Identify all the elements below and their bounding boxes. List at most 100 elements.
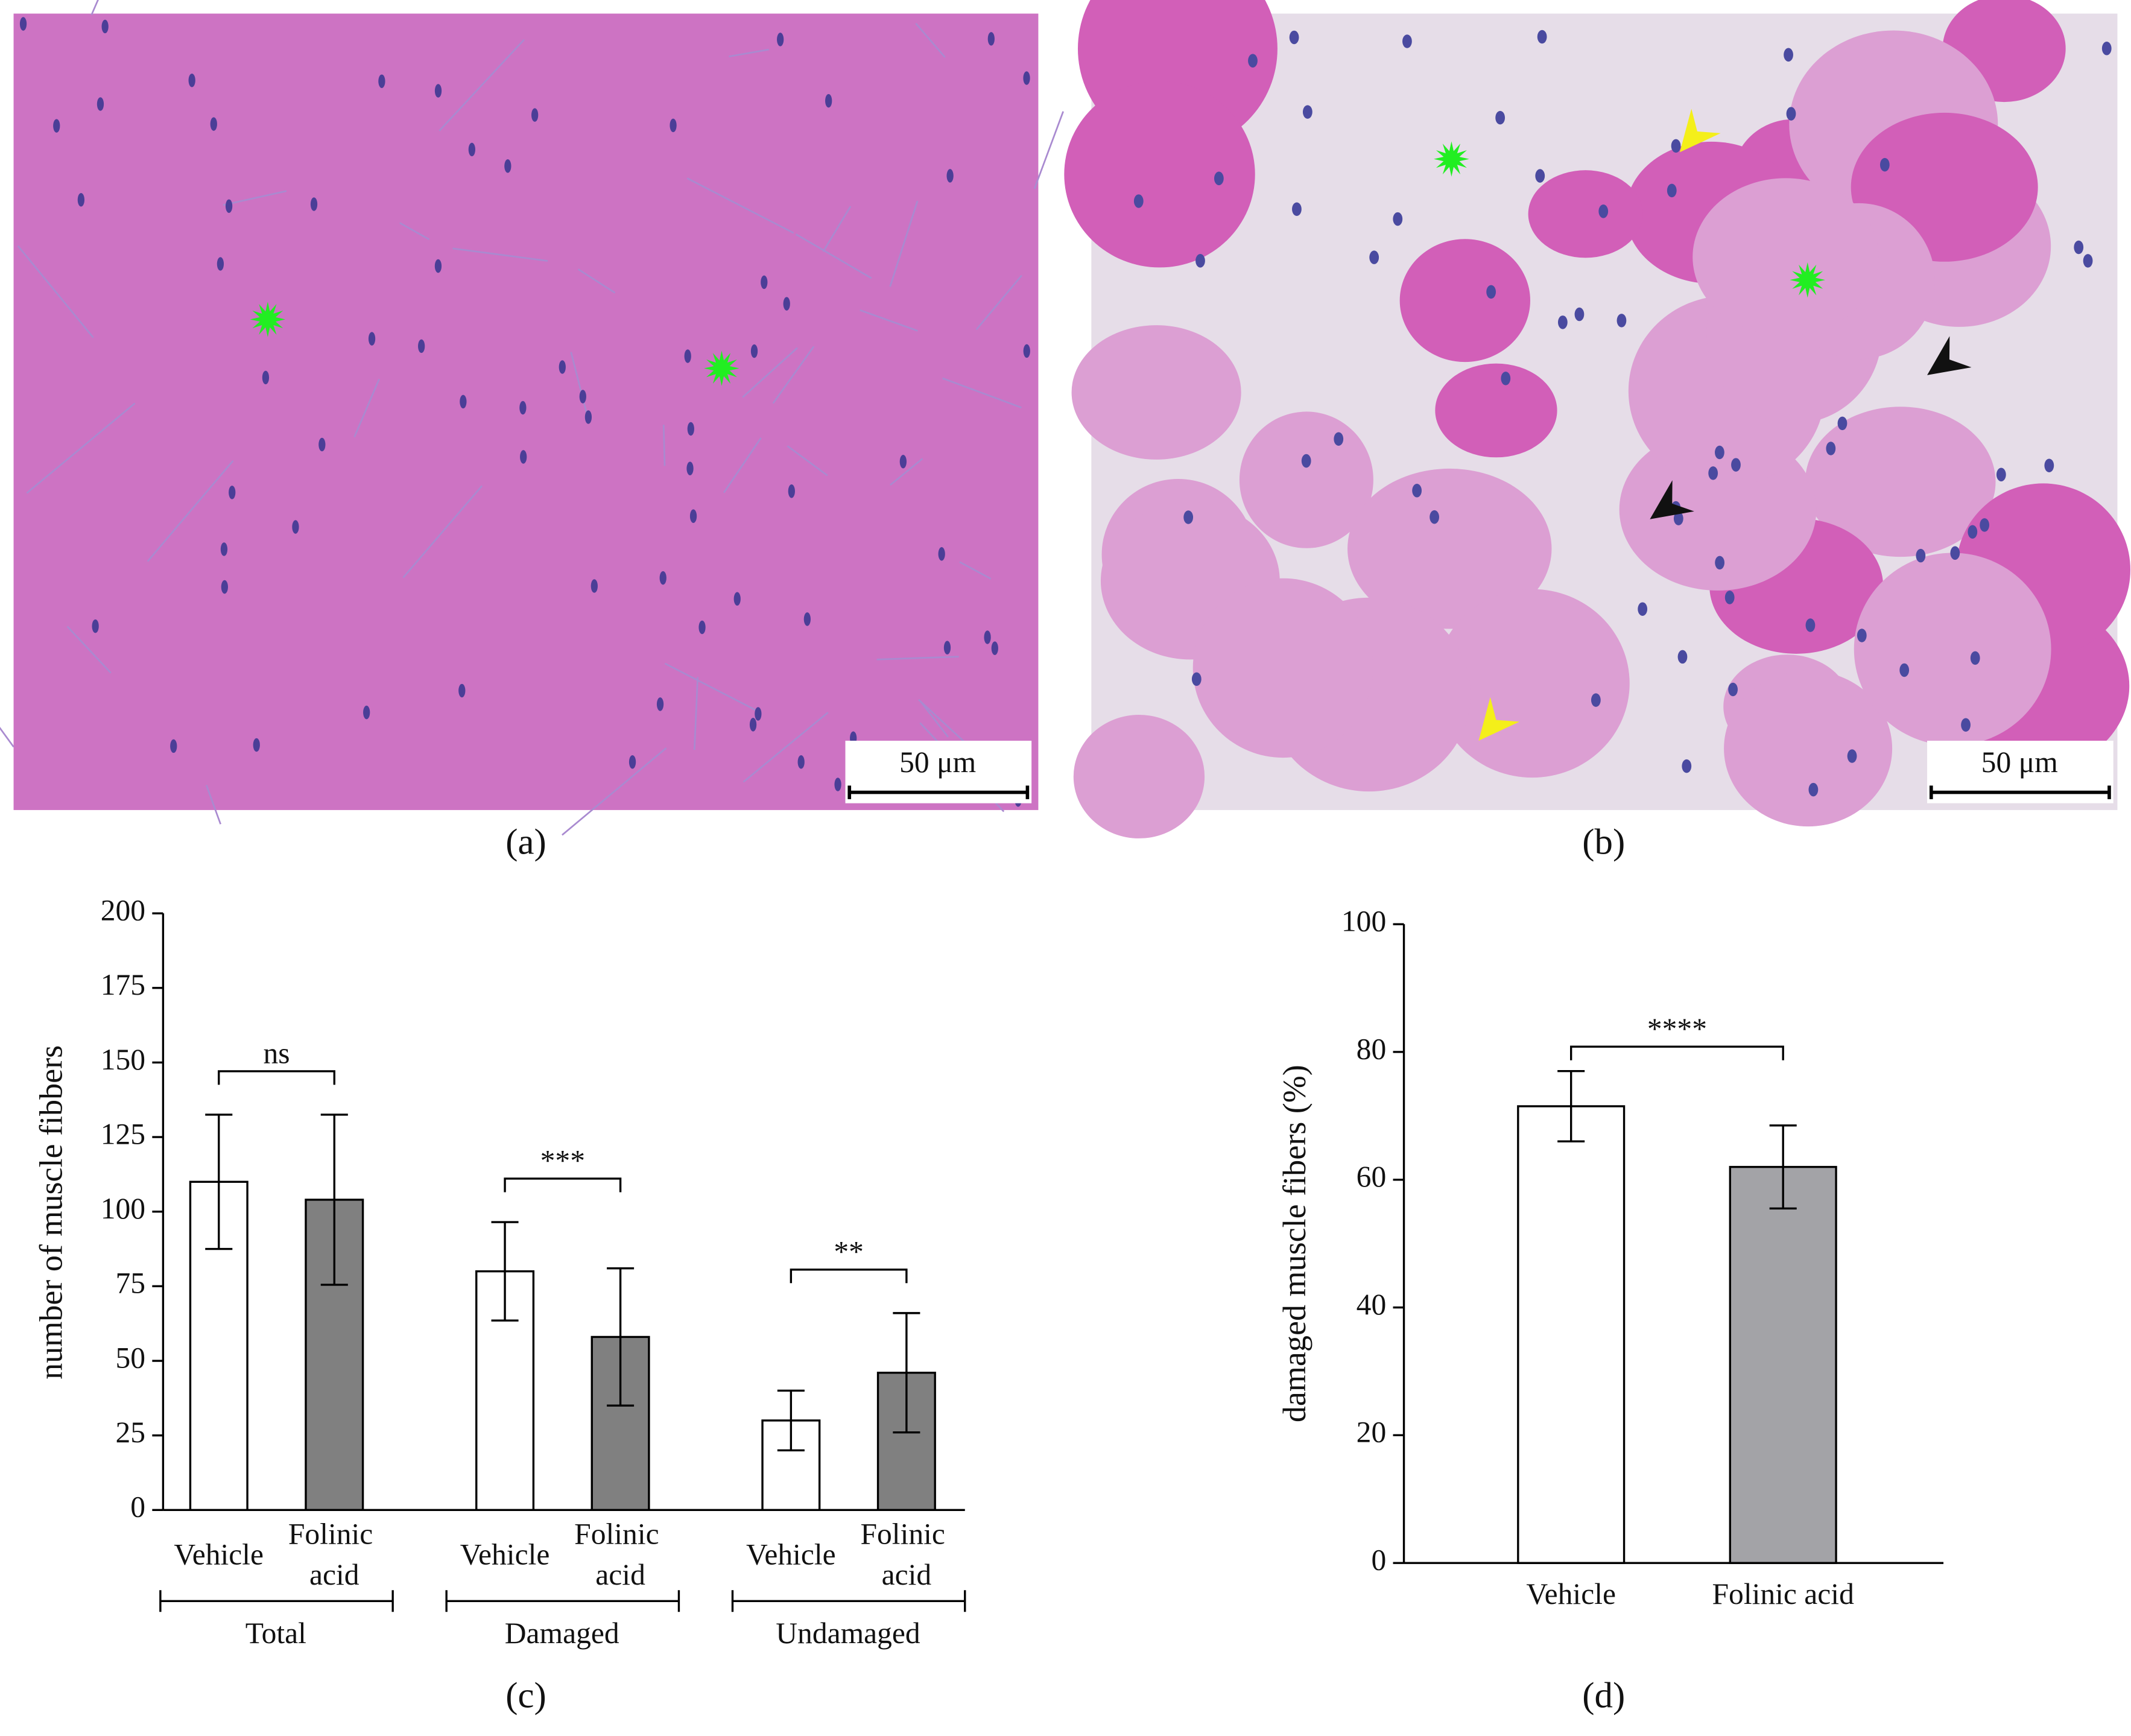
nucleus (1784, 48, 1793, 62)
error-bar (893, 1312, 920, 1434)
group-bracket (445, 1590, 680, 1612)
significance-label: **** (1647, 1012, 1707, 1045)
nucleus (2044, 458, 2054, 473)
x-tick-label: Vehicle (1526, 1577, 1616, 1611)
y-axis-label: damaged muscle fibers (%) (1276, 1065, 1312, 1422)
nucleus (2074, 240, 2084, 255)
nucleus (19, 17, 27, 31)
significance-label: *** (540, 1144, 585, 1177)
nucleus (1996, 467, 2006, 482)
nucleus (987, 32, 995, 46)
fiber (1692, 178, 1879, 336)
fiber-border (729, 48, 769, 58)
significance-bracket (1569, 1045, 1784, 1060)
y-tick-label: 75 (116, 1267, 146, 1300)
nucleus (368, 332, 376, 346)
nucleus (834, 778, 841, 791)
group-bracket (731, 1590, 966, 1612)
fiber-border (876, 656, 959, 661)
marker-star (1790, 262, 1826, 298)
nucleus (659, 571, 667, 585)
bar-label: Folinic acid (860, 1518, 952, 1592)
nucleus (938, 547, 945, 561)
fiber (1435, 363, 1557, 458)
group-label: Total (245, 1617, 306, 1650)
fiber (1239, 411, 1373, 548)
nucleus (777, 33, 784, 46)
nucleus (559, 360, 566, 374)
nucleus (1495, 110, 1506, 125)
fiber (1399, 239, 1530, 363)
nucleus (1970, 651, 1980, 665)
fiber-border (772, 346, 815, 404)
bar-label: Vehicle (460, 1538, 550, 1571)
nucleus (1671, 139, 1681, 153)
nucleus (670, 118, 677, 133)
arrowhead (1679, 109, 1721, 153)
fiber-border (975, 274, 1022, 331)
y-tick-label: 60 (1357, 1160, 1387, 1193)
nucleus (1301, 454, 1311, 468)
nucleus (1786, 107, 1796, 121)
significance-label: ** (834, 1235, 864, 1268)
fiber-border (452, 247, 548, 262)
nucleus (253, 738, 260, 752)
micrographs (0, 0, 2130, 838)
x-tick-label: Folinic acid (1712, 1577, 1854, 1611)
nucleus (584, 410, 592, 424)
nucleus (1023, 344, 1030, 358)
nucleus (684, 349, 691, 363)
nucleus (1393, 212, 1403, 226)
fiber-border (942, 377, 1022, 409)
nucleus (97, 97, 104, 111)
nucleus (1334, 432, 1344, 446)
nucleus (1574, 307, 1585, 322)
nucleus (1535, 169, 1545, 183)
nucleus (1598, 204, 1609, 218)
nucleus (783, 297, 790, 311)
panel-label: (c) (505, 1675, 546, 1715)
nucleus (1591, 693, 1601, 707)
nucleus (1292, 202, 1302, 216)
panel-label: (d) (1582, 1675, 1625, 1715)
fiber-border (26, 402, 136, 494)
nucleus (1715, 445, 1724, 460)
panel-label: (b) (1582, 822, 1625, 862)
fiber-border (890, 458, 923, 486)
group-label: Undamaged (776, 1617, 920, 1650)
nucleus (984, 630, 991, 644)
group-label: Damaged (505, 1617, 619, 1650)
nucleus (803, 612, 811, 626)
significance-bracket (218, 1070, 335, 1085)
nucleus (1847, 749, 1857, 763)
significance-bracket (790, 1269, 908, 1284)
fiber-border (822, 206, 852, 252)
fiber-border (402, 485, 483, 578)
nucleus (92, 619, 99, 633)
bar (1729, 1165, 1837, 1564)
nucleus (899, 455, 907, 469)
nucleus (1133, 194, 1144, 208)
micrograph-a (13, 13, 1039, 810)
fiber-border (959, 561, 992, 580)
nucleus (1899, 663, 1910, 677)
scale-bar-label: 50 μm (899, 746, 976, 779)
nucleus (698, 620, 706, 635)
nucleus (434, 259, 442, 273)
nucleus (1183, 510, 1194, 524)
y-tick-label: 200 (101, 894, 145, 927)
nucleus (2083, 254, 2093, 268)
bar-label: Folinic acid (288, 1518, 381, 1592)
nucleus (797, 755, 805, 769)
nucleus (1916, 548, 1926, 563)
nucleus (1708, 466, 1718, 480)
nucleus (378, 74, 385, 88)
scale-bar-label: 50 μm (1981, 746, 2058, 779)
error-bar (491, 1221, 519, 1322)
fiber-border (570, 352, 589, 419)
nucleus (210, 117, 217, 131)
scale-bar (847, 785, 1030, 799)
fiber-border (562, 747, 667, 836)
fiber (1724, 670, 1893, 827)
